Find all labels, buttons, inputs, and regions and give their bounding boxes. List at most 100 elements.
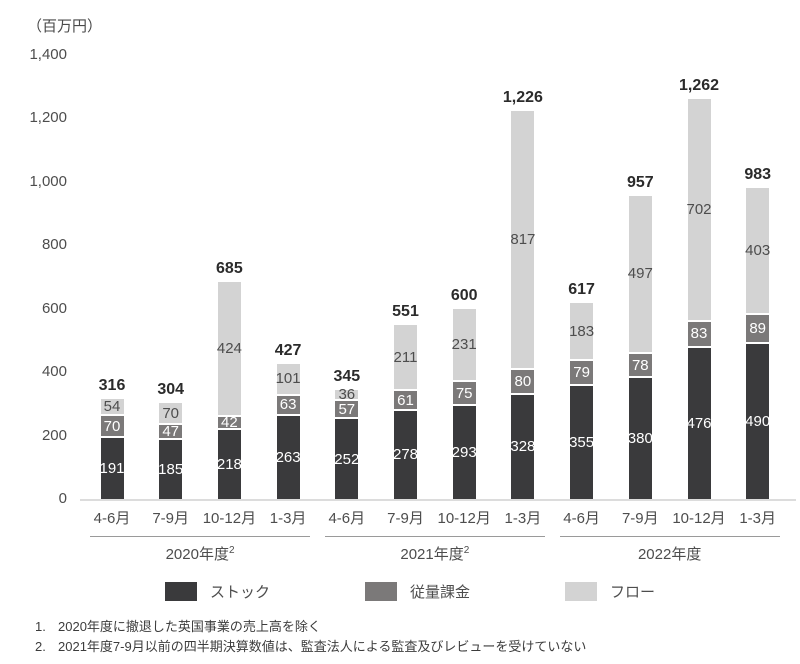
fiscal-year-underline bbox=[324, 536, 545, 537]
segment-value-label: 380 bbox=[627, 430, 653, 448]
bar-total-label: 957 bbox=[626, 174, 654, 192]
segment-value-label: 278 bbox=[392, 446, 419, 464]
fiscal-year-label: 2022年度 bbox=[610, 543, 730, 564]
bar-segment-metered: 70 bbox=[100, 416, 124, 439]
bar-segment-flow: 817 bbox=[510, 110, 535, 370]
fiscal-year-label: 2020年度2 bbox=[140, 543, 260, 564]
footnote-2: 2. 2021年度7-9月以前の四半期決算数値は、監査法人による監査及びレビュー… bbox=[35, 637, 586, 657]
bar-segment-metered: 57 bbox=[335, 401, 359, 420]
x-axis-baseline bbox=[80, 499, 796, 501]
bar-segment-stock: 185 bbox=[158, 440, 184, 499]
legend-swatch-stock bbox=[165, 582, 197, 601]
bar-segment-flow: 497 bbox=[627, 196, 653, 354]
y-tick-label: 0 bbox=[58, 490, 67, 507]
x-quarter-label: 7-9月 bbox=[152, 510, 190, 527]
segment-value-label: 61 bbox=[397, 391, 414, 409]
footnote-ref: 2 bbox=[463, 545, 470, 556]
y-tick-label: 800 bbox=[41, 236, 67, 254]
fiscal-year-text: 2021年度 bbox=[400, 546, 464, 563]
bar-segment-metered: 80 bbox=[511, 369, 535, 395]
footnote-2-text: 2021年度7-9月以前の四半期決算数値は、監査法人による監査及びレビューを受け… bbox=[58, 639, 587, 654]
footnote-ref: 2 bbox=[228, 545, 235, 556]
segment-value-label: 702 bbox=[686, 200, 712, 218]
legend-swatch-flow bbox=[565, 582, 597, 601]
segment-value-label: 79 bbox=[573, 364, 590, 382]
legend-label-flow: フロー bbox=[610, 584, 656, 601]
bar-segment-metered: 79 bbox=[570, 361, 594, 387]
bar-total-label: 304 bbox=[157, 381, 185, 399]
y-tick-label: 400 bbox=[41, 363, 67, 381]
x-quarter-label: 1-3月 bbox=[739, 510, 777, 527]
x-quarter-label: 7-9月 bbox=[387, 510, 424, 527]
segment-value-label: 424 bbox=[216, 339, 242, 357]
footnotes: 1. 2020年度に撤退した英国事業の売上高を除く 2. 2021年度7-9月以… bbox=[35, 617, 586, 657]
segment-value-label: 476 bbox=[686, 415, 712, 432]
bar-segment-stock: 218 bbox=[216, 429, 242, 499]
segment-value-label: 80 bbox=[514, 372, 532, 390]
bar-segment-stock: 476 bbox=[686, 348, 712, 499]
fiscal-year-text: 2022年度 bbox=[637, 546, 702, 563]
segment-value-label: 63 bbox=[279, 396, 297, 414]
bar-segment-metered: 75 bbox=[452, 382, 476, 407]
bar-total-label: 427 bbox=[274, 341, 302, 359]
segment-value-label: 183 bbox=[569, 322, 595, 340]
bar-segment-stock: 355 bbox=[569, 386, 595, 499]
bar-segment-stock: 293 bbox=[451, 406, 477, 499]
bar-segment-metered: 61 bbox=[394, 391, 417, 411]
fiscal-year-underline bbox=[90, 536, 311, 537]
segment-value-label: 252 bbox=[334, 450, 360, 468]
segment-value-label: 293 bbox=[451, 444, 477, 462]
legend-item-metered: 従量課金 bbox=[365, 581, 470, 602]
bar-segment-stock: 328 bbox=[510, 394, 535, 499]
fiscal-year-label: 2021年度2 bbox=[375, 543, 495, 564]
bar-total-label: 1,226 bbox=[502, 88, 543, 106]
bar-total-label: 551 bbox=[392, 302, 419, 320]
x-quarter-label: 1-3月 bbox=[269, 510, 307, 527]
y-tick-label: 200 bbox=[41, 426, 67, 444]
bar-segment-flow: 424 bbox=[216, 282, 242, 417]
y-axis-unit-label: （百万円） bbox=[27, 18, 103, 35]
legend-item-flow: フロー bbox=[565, 581, 655, 602]
bar-segment-stock: 278 bbox=[392, 410, 419, 499]
y-tick-label: 1,400 bbox=[29, 46, 67, 63]
segment-value-label: 54 bbox=[103, 398, 121, 416]
segment-value-label: 70 bbox=[162, 404, 180, 422]
segment-value-label: 89 bbox=[749, 319, 767, 337]
bar-segment-stock: 490 bbox=[745, 343, 771, 499]
legend-swatch-metered bbox=[365, 582, 397, 601]
segment-value-label: 47 bbox=[162, 423, 180, 441]
y-tick-label: 1,200 bbox=[29, 109, 67, 127]
legend-label-stock: ストック bbox=[210, 584, 271, 601]
segment-value-label: 355 bbox=[569, 434, 595, 452]
y-tick-label: 600 bbox=[41, 299, 67, 317]
bar-segment-metered: 78 bbox=[628, 353, 652, 379]
segment-value-label: 70 bbox=[103, 417, 121, 435]
segment-value-label: 211 bbox=[393, 348, 418, 366]
segment-value-label: 490 bbox=[745, 412, 771, 430]
fiscal-year-text: 2020年度 bbox=[165, 546, 229, 563]
bar-segment-stock: 263 bbox=[276, 415, 301, 499]
x-quarter-label: 7-9月 bbox=[621, 510, 659, 527]
bar-segment-flow: 54 bbox=[100, 398, 124, 417]
bar-segment-flow: 702 bbox=[686, 99, 712, 322]
segment-value-label: 42 bbox=[221, 413, 238, 431]
bar-segment-metered: 89 bbox=[746, 315, 770, 344]
segment-value-label: 185 bbox=[158, 461, 184, 479]
segment-value-label: 83 bbox=[690, 325, 708, 343]
segment-value-label: 497 bbox=[627, 265, 653, 283]
segment-value-label: 36 bbox=[338, 385, 356, 403]
bar-total-label: 685 bbox=[216, 260, 243, 278]
bar-segment-flow: 36 bbox=[335, 385, 359, 403]
bar-total-label: 345 bbox=[333, 367, 361, 385]
bar-total-label: 1,262 bbox=[678, 77, 720, 95]
bar-segment-flow: 231 bbox=[452, 309, 477, 383]
legend-label-metered: 従量課金 bbox=[410, 584, 471, 601]
bar-segment-flow: 70 bbox=[159, 403, 183, 426]
bar-total-label: 983 bbox=[744, 165, 772, 183]
segment-value-label: 218 bbox=[216, 455, 242, 473]
segment-value-label: 75 bbox=[455, 384, 473, 402]
footnote-1: 1. 2020年度に撤退した英国事業の売上高を除く bbox=[35, 617, 586, 637]
y-tick-label: 1,000 bbox=[29, 172, 67, 190]
